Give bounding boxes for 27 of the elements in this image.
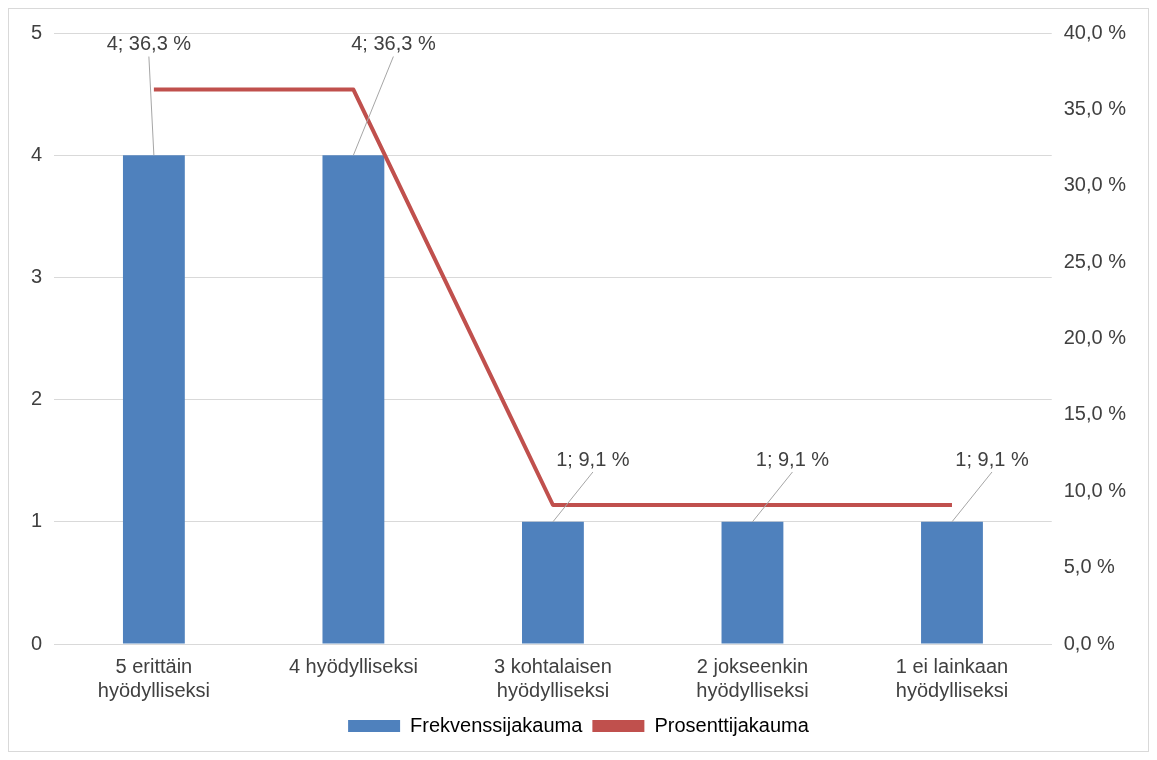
x-tick-label: 4 hyödylliseksi [288, 654, 418, 677]
y-tick-label: 2 [31, 387, 43, 410]
x-tick-label: 1 ei lainkaan hyödylliseksi [895, 654, 1009, 701]
y2-tick-label: 30,0 % [1063, 173, 1127, 196]
y2-tick-label: 10,0 % [1063, 478, 1127, 501]
x-tick-label: 5 erittäin hyödylliseksi [97, 654, 211, 701]
y-tick-label: 5 [31, 20, 43, 43]
x-tick-label: 2 jokseenkin hyödylliseksi [696, 654, 809, 701]
legend-label: Prosenttijakauma [654, 713, 810, 736]
y-tick-label: 0 [31, 631, 43, 654]
y2-tick-label: 15,0 % [1063, 402, 1127, 425]
data-label: 1; 9,1 % [556, 447, 630, 470]
y-tick-label: 3 [31, 264, 43, 287]
data-label: 1; 9,1 % [755, 447, 830, 470]
y2-tick-label: 5,0 % [1063, 555, 1116, 578]
y2-tick-label: 35,0 % [1063, 96, 1127, 119]
data-label: 1; 9,1 % [955, 447, 1029, 470]
y2-tick-label: 0,0 % [1063, 631, 1116, 654]
y2-tick-label: 40,0 % [1063, 20, 1127, 43]
y-tick-label: 4 [31, 142, 43, 165]
legend-label: Frekvenssijakauma [410, 713, 584, 736]
y2-tick-label: 25,0 % [1063, 249, 1127, 272]
data-label: 4; 36,3 % [106, 32, 192, 55]
data-label: 4; 36,3 % [351, 32, 436, 55]
x-tick-label: 3 kohtalaisen hyödylliseksi [493, 654, 612, 701]
y-tick-label: 1 [31, 509, 43, 532]
y2-tick-label: 20,0 % [1063, 326, 1127, 349]
